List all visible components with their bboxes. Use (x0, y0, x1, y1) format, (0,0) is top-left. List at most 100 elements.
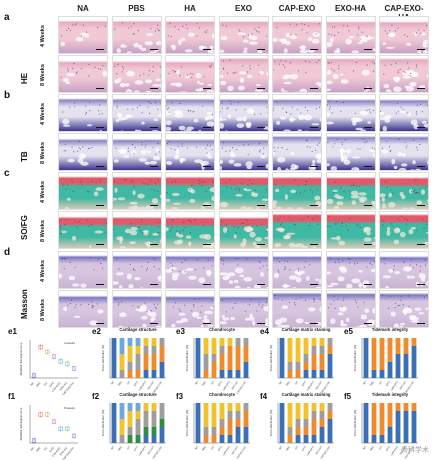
histology-image (58, 211, 108, 249)
bar-segment (243, 338, 249, 346)
bar-segment (127, 403, 133, 411)
bar-segment (327, 354, 333, 378)
bar-segment (119, 435, 125, 443)
scale-bar (256, 126, 265, 128)
x-tick-label: EXO-HA (147, 381, 155, 391)
column-header: EXO (235, 4, 252, 13)
scale-bar (363, 126, 372, 128)
x-tick-label: NA (278, 381, 283, 386)
bar-segment (379, 403, 385, 435)
data-point (58, 359, 63, 364)
scale-bar (310, 204, 318, 206)
histology-image (165, 16, 215, 54)
scale-bar (256, 87, 265, 89)
bar-segment (127, 362, 133, 370)
histology-image (165, 251, 215, 289)
bar-segment (319, 427, 325, 443)
data-point (58, 426, 63, 431)
x-tick-label: CAP-EXO-HA (152, 381, 163, 395)
x-tick-label: HA (378, 446, 383, 451)
x-tick-label: CAP-EXO-HA (320, 446, 331, 460)
bar-segment (243, 411, 249, 427)
histology-image (272, 133, 322, 171)
scale-bar (256, 243, 265, 245)
scale-bar (310, 322, 318, 324)
scale-bar (363, 48, 372, 50)
bar-segment (227, 411, 233, 419)
scale-bar (363, 87, 372, 89)
bar-segment (235, 338, 241, 346)
scale-bar (310, 87, 318, 89)
histology-image (165, 290, 215, 328)
scale-bar (417, 204, 425, 206)
bar-segment (143, 354, 149, 370)
chart-panel-letter: e2 (92, 327, 101, 336)
bar-segment (143, 338, 149, 346)
bar-segment (203, 403, 209, 427)
scale-bar (417, 48, 425, 50)
x-tick-label: CAP-EXO-HA (61, 381, 75, 396)
panel-letter: b (4, 90, 11, 101)
scale-bar (203, 87, 211, 89)
bar-segment (287, 370, 293, 378)
bar-segment (143, 403, 149, 411)
bar-segment (235, 346, 241, 370)
bar-segment (303, 427, 309, 435)
bar-segment (203, 354, 209, 370)
histology-image (58, 251, 108, 289)
bar-segment (111, 403, 117, 443)
scale-bar (203, 322, 211, 324)
x-tick-label: NA (110, 381, 115, 386)
histology-image (218, 16, 269, 54)
week-label: 8 Weeks (40, 220, 46, 242)
bar-segment (143, 346, 149, 354)
scale-bar (203, 283, 211, 285)
data-point (51, 419, 57, 424)
bar-segment (143, 411, 149, 427)
x-tick-label: PBS (118, 446, 123, 452)
y-axis-label: Score distribution (%) (269, 410, 273, 437)
bar-segment (143, 427, 149, 435)
scale-bar (256, 322, 265, 324)
bar-segment (295, 427, 301, 435)
x-tick-label: CAP-EXO (138, 381, 147, 392)
bar-segment (411, 338, 417, 346)
bar-segment (379, 338, 385, 370)
x-tick-label: EXO (301, 446, 306, 452)
scale-bar (256, 204, 265, 206)
bar-segment (303, 419, 309, 427)
histology-image (58, 55, 108, 93)
x-tick-label: HA (43, 381, 49, 387)
bar-segment (227, 346, 233, 370)
bar-segment (135, 411, 141, 419)
bar-segment (411, 346, 417, 378)
bar-segment (327, 411, 333, 419)
bar-segment (151, 411, 157, 427)
x-tick-label: CAP-EXO-HA (61, 446, 75, 460)
x-tick-label: CAP-EXO (390, 381, 399, 392)
histology-image (218, 290, 269, 328)
bar-segment (203, 427, 209, 435)
bar-segment (235, 403, 241, 411)
histology-image (272, 94, 322, 132)
bar-segment (327, 403, 333, 411)
week-label: 8 Weeks (40, 64, 46, 86)
bar-segment (387, 362, 393, 378)
x-tick-label: EXO (301, 381, 306, 387)
stain-label: Masson (20, 289, 29, 319)
bar-segment (127, 427, 133, 435)
bar-segment (403, 411, 409, 443)
bar-segment (211, 435, 217, 443)
bar-segment (159, 362, 165, 378)
bar-segment (395, 338, 401, 354)
histology-image (379, 133, 429, 171)
histology-image (111, 172, 162, 210)
x-tick-label: PBS (286, 381, 291, 387)
chart-title: Tidemark integrity (372, 392, 409, 397)
legend-label: 8 weeks (64, 406, 76, 410)
x-tick-label: EXO (385, 381, 390, 387)
bar-segment (311, 403, 317, 411)
week-label: 8 Weeks (40, 142, 46, 164)
bar-segment (303, 403, 309, 419)
bar-segment (279, 338, 285, 378)
